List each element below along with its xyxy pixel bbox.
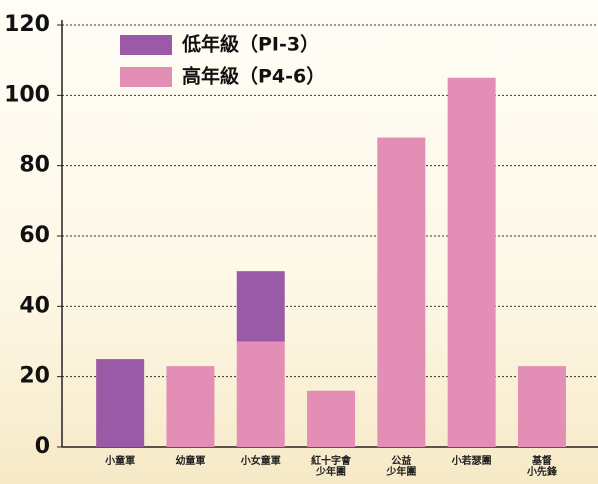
legend-label: 低年級（PI-3） — [181, 33, 319, 56]
x-tick-label: 公益 少年團 — [366, 456, 436, 478]
legend-swatch — [120, 67, 172, 87]
y-tick-label: 80 — [19, 153, 50, 178]
y-tick-label: 120 — [4, 12, 50, 37]
bar — [448, 78, 496, 447]
legend-label: 高年級（P4-6） — [182, 65, 325, 88]
x-tick-label: 小若瑟團 — [437, 456, 507, 467]
y-tick-label: 100 — [4, 82, 50, 107]
x-tick-label: 幼童軍 — [155, 456, 225, 467]
y-tick-label: 0 — [35, 434, 50, 459]
y-tick-label: 20 — [19, 364, 50, 389]
bar — [237, 342, 285, 448]
legend-swatch — [120, 35, 172, 55]
x-tick-label: 小童軍 — [85, 456, 155, 467]
x-tick-label: 紅十字會 少年團 — [296, 456, 366, 478]
bar — [307, 391, 355, 447]
x-tick-label: 基督 小先鋒 — [507, 456, 577, 478]
chart-svg: 0 20 40 60 80 100 120 低年級（PI-3） 高年級（P4-6） — [0, 0, 598, 484]
bar — [518, 366, 566, 447]
y-tick-label: 40 — [19, 293, 50, 318]
x-tick-label: 小女童軍 — [226, 456, 296, 467]
bar — [166, 366, 214, 447]
bar — [96, 359, 144, 447]
bar — [377, 138, 425, 447]
chart: 0 20 40 60 80 100 120 低年級（PI-3） 高年級（P4-6） 小童軍幼童軍… — [0, 0, 598, 484]
bar — [237, 271, 285, 341]
y-tick-label: 60 — [19, 223, 50, 248]
